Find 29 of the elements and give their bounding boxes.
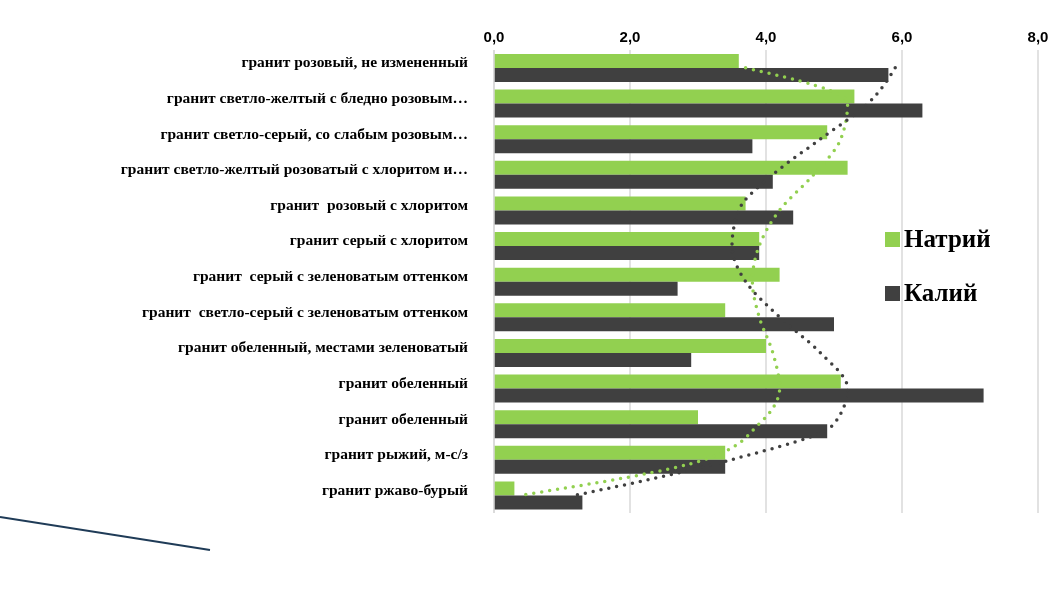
y-tick-label: гранит серый с зеленоватым оттенком bbox=[192, 267, 469, 285]
y-tick-label: гранит ржаво-бурый bbox=[321, 480, 469, 498]
y-tick-label: гранит рыжий, м-с/з bbox=[324, 445, 468, 463]
bar bbox=[494, 352, 692, 367]
x-tick-label: 6,0 bbox=[891, 28, 913, 45]
bar bbox=[494, 125, 828, 140]
bar bbox=[494, 196, 746, 211]
y-tick-label: гранит обеленный bbox=[338, 373, 469, 391]
bar bbox=[494, 303, 726, 318]
bar bbox=[494, 54, 739, 68]
y-tick-label: гранит светло-серый с зеленоватым оттенком bbox=[142, 302, 469, 320]
y-tick-label: гранит обеленный bbox=[338, 409, 469, 427]
bar bbox=[494, 410, 698, 425]
bar bbox=[494, 281, 678, 296]
y-tick-label: гранит серый с хлоритом bbox=[289, 231, 469, 249]
legend-label: Калий bbox=[904, 279, 978, 307]
x-tick-label: 0,0 bbox=[483, 28, 505, 45]
y-tick-label: гранит розовый с хлоритом bbox=[270, 195, 469, 213]
y-tick-label: гранит светло-желтый розоватый с хлоритом и… bbox=[120, 160, 468, 178]
x-tick-label: 2,0 bbox=[619, 28, 641, 45]
y-tick-label: гранит светло-желтый с бледно розовым… bbox=[166, 88, 468, 106]
y-tick-label: гранит розовый, не измененный bbox=[241, 53, 469, 71]
y-tick-label: гранит светло-серый, со слабым розовым… bbox=[160, 124, 468, 142]
x-tick-label: 4,0 bbox=[755, 28, 777, 45]
bar bbox=[494, 481, 515, 496]
legend-label: Натрий bbox=[904, 225, 991, 253]
y-tick-label: гранит обеленный, местами зеленоватый bbox=[178, 338, 469, 356]
bar bbox=[494, 139, 753, 154]
x-tick-label: 8,0 bbox=[1027, 28, 1049, 45]
